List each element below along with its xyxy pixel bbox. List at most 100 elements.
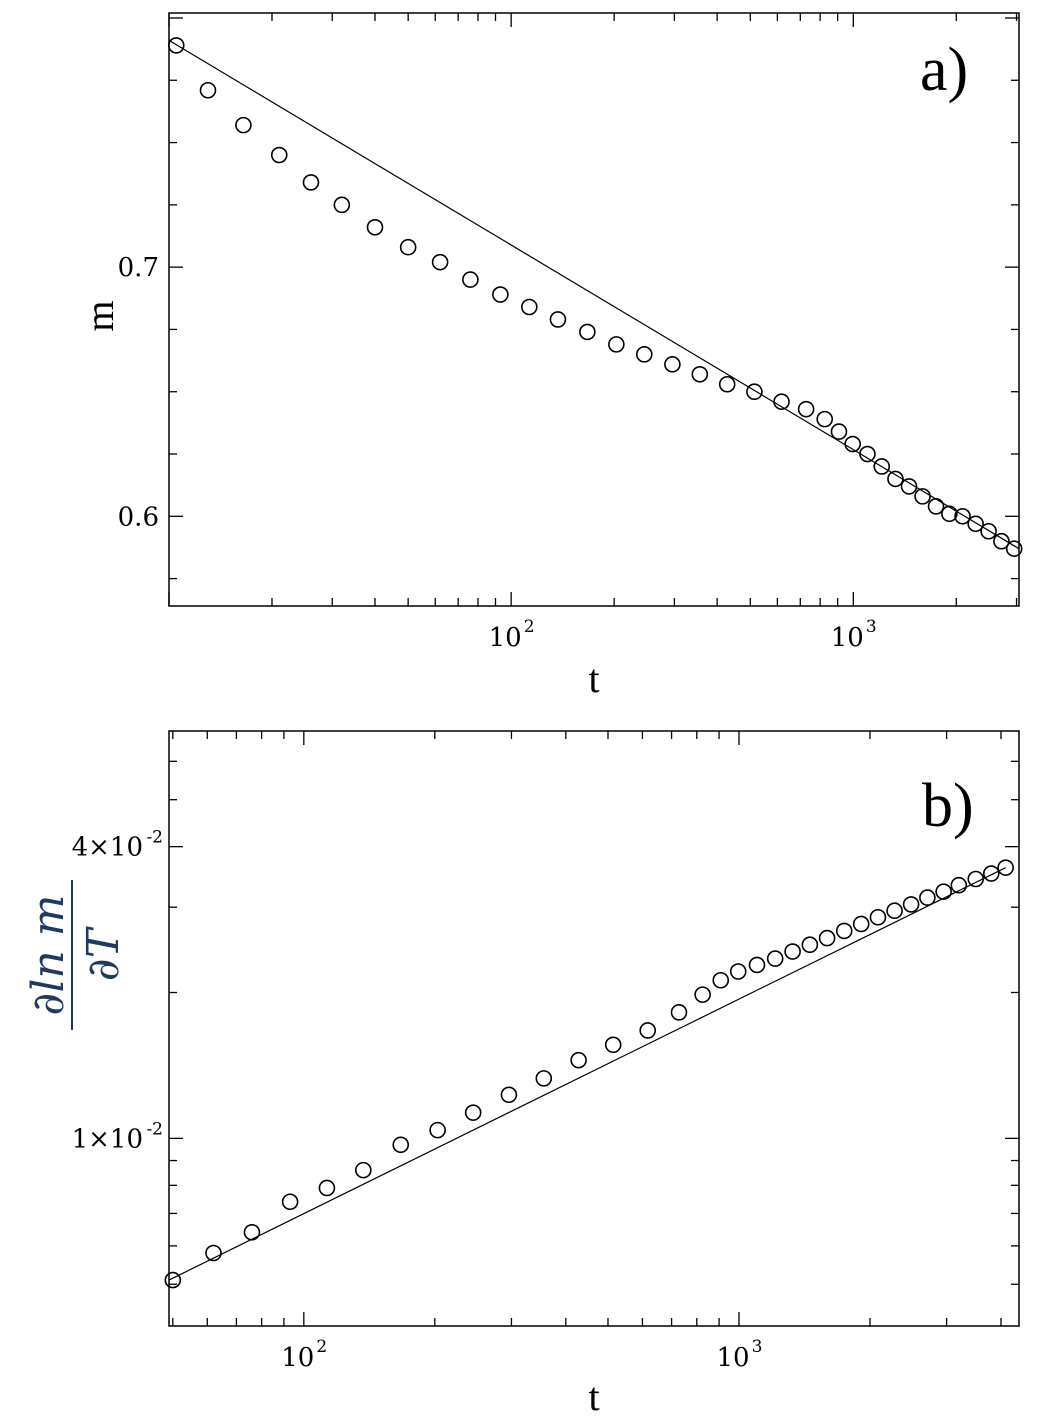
panel-b-y-tick-label: 1×10 [72,1124,143,1154]
panel-a-data-point [270,146,288,164]
panel-a-data-point [492,286,509,303]
panel-a-data-point [199,81,217,99]
panel-b-data-point [729,963,747,980]
panel-a: 10 2 10 30.60.7 a) t m [77,12,1023,701]
panel-a-data-point [664,356,681,373]
panel-b-y-tick-label-exponent: -2 [146,828,163,848]
panel-a-data-point [718,375,736,393]
panel-b-data-point [766,950,784,967]
panel-a-data-point [900,478,918,495]
panel-b-data-point [243,1223,261,1241]
panel-a-data-point [830,423,848,440]
panel-a-data-point [579,323,596,341]
panel-b-y-axis-label: ∂ln m ∂T [23,880,129,1030]
panel-b-data-point [429,1121,446,1139]
panel-a-data-point [816,410,834,428]
panel-a-y-tick-label: 0.6 [118,502,159,532]
panel-b-data-point [694,986,711,1003]
panel-b-points [164,859,1014,1289]
panel-a-data-point [859,445,876,463]
panel-b-data-point [535,1070,553,1087]
panel-b-data-point [982,865,1000,882]
panel-a-data-point [366,218,384,236]
panel-a-x-tick-label-exponent: 2 [524,617,535,637]
panel-a-data-point [980,522,997,540]
panel-a-data-point [927,498,945,515]
panel-b-data-point [604,1036,622,1054]
panel-a-fit-line-segment [168,39,1020,550]
panel-a-data-point [636,346,653,363]
panel-b-data-point [464,1104,482,1121]
panel-b-x-axis-label: t [588,1374,599,1418]
panel-a-data-point [1005,540,1023,557]
panel-b-data-point [670,1004,688,1021]
panel-b-data-point [935,883,952,900]
panel-a-data-point [873,458,891,475]
panel-b-data-point [997,859,1014,876]
panel-a-data-point [954,508,971,525]
panel-a-data-point [887,470,904,488]
panel-b-data-point [500,1086,518,1104]
panel-b-ticks: 10 2 10 31×10 -24×10 -2 [72,731,1019,1373]
panel-a-data-point [967,515,984,533]
panel-b-frame [168,730,1020,1327]
panel-b-data-point [835,922,853,940]
panel-b-data-point [919,889,936,906]
panel-a-data-point [608,336,625,353]
panel-a-data-point [941,505,958,523]
panel-b-data-point [318,1179,336,1197]
panel-b-data-point [886,902,903,920]
panel-b-data-point [392,1136,410,1154]
panel-a-data-point [691,365,709,383]
panel-a-data-point [746,383,763,401]
panel-a-ticks: 10 2 10 30.60.7 [118,13,1019,653]
panel-b-data-point [205,1244,222,1262]
panel-b-x-tick-label: 10 [281,1343,314,1373]
panel-b-data-point [639,1022,657,1039]
panel-b-data-point [570,1051,587,1069]
panel-a-data-point [914,488,931,505]
panel-a-x-tick-label: 10 [831,623,864,653]
panel-a-data-point [167,37,185,54]
panel-a-data-point [844,435,862,453]
panel-a-y-tick-label: 0.7 [118,253,159,283]
panel-b-data-point [869,908,887,926]
panel-b-data-point [355,1161,372,1179]
panel-a-frame [168,12,1020,607]
panel-a-fit-line [168,39,1020,550]
panel-a-data-point [431,253,449,271]
panel-a-data-point [773,393,790,410]
panel-b-data-point [748,956,766,974]
panel-b-data-point [852,915,870,933]
panel-b-x-tick-label-exponent: 3 [752,1337,763,1357]
panel-b-y-label-numerator: ∂ln m [23,895,74,1016]
panel-a-data-point [993,532,1010,550]
panel-a-data-point [235,116,252,134]
panel-b-x-tick-label-exponent: 2 [316,1337,327,1357]
panel-b-y-label-denominator: ∂T [78,925,129,981]
panel-a-tag: a) [920,36,968,104]
panel-b-data-point [950,876,968,894]
panel-a-x-tick-label: 10 [489,623,522,653]
panel-b-data-point [164,1271,182,1289]
panel-a-data-point [302,174,320,191]
panel-a-points [167,37,1023,557]
panel-a-data-point [462,271,479,288]
panel-b-data-point [281,1193,299,1211]
panel-b-data-point [902,896,920,913]
panel-b-fit-line-segment [168,867,1006,1281]
panel-a-data-point [549,311,567,328]
panel-b-tag: b) [922,772,974,840]
panel-b-data-point [784,943,801,960]
panel-b-data-point [712,971,730,989]
panel-a-data-point [797,400,815,418]
panel-a-x-axis-label: t [588,656,599,701]
panel-a-y-axis-label: m [77,300,122,331]
panel-b-data-point [801,936,819,954]
panel-a-data-point [399,238,417,256]
panel-a-data-point [333,196,351,214]
panel-b-y-tick-label: 4×10 [72,833,143,863]
panel-b-fit-line [168,867,1006,1281]
panel-a-data-point [521,298,538,316]
